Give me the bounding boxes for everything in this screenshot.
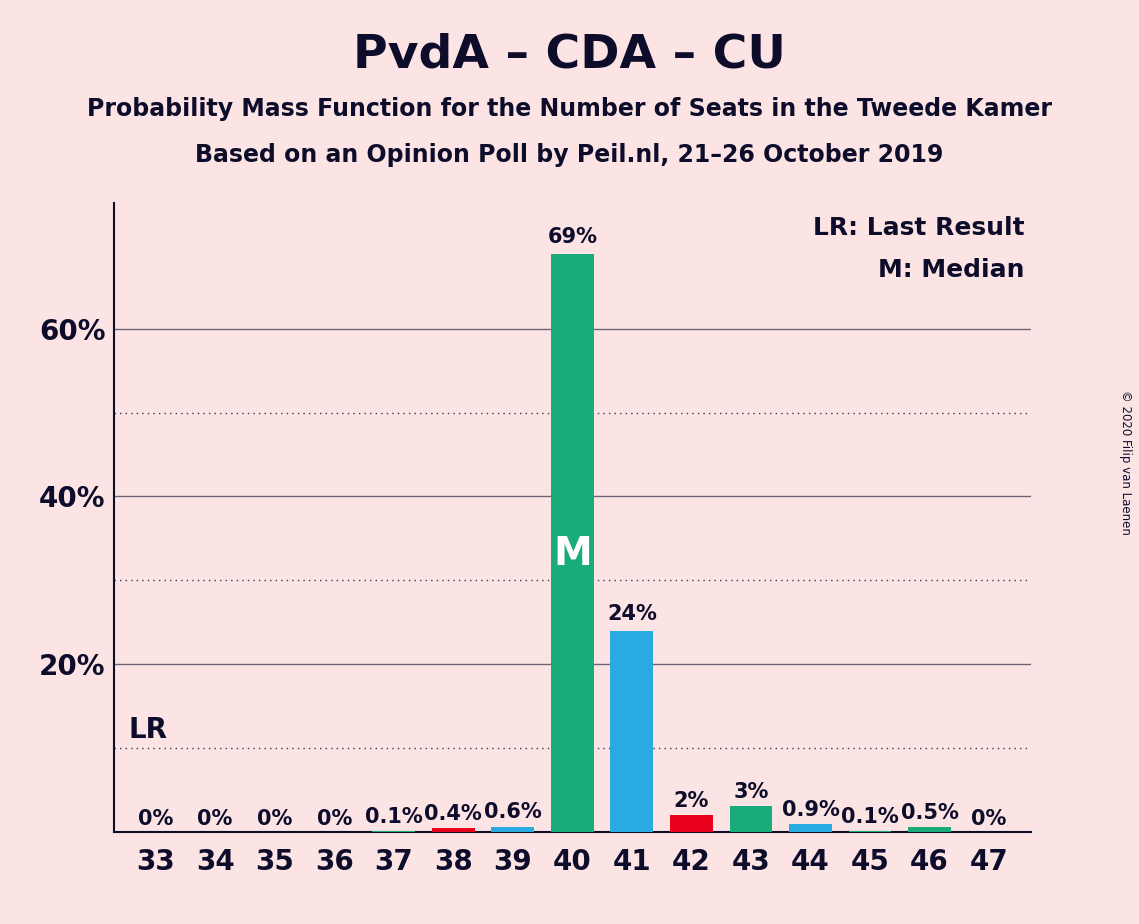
Text: LR: LR	[129, 716, 167, 745]
Bar	[491, 827, 534, 832]
Text: M: Median: M: Median	[878, 258, 1025, 282]
Bar	[551, 253, 593, 832]
Text: 2%: 2%	[674, 791, 710, 810]
Text: 0.4%: 0.4%	[425, 804, 482, 824]
Text: 0.1%: 0.1%	[842, 807, 899, 827]
Text: 0.5%: 0.5%	[901, 803, 959, 823]
Text: 0%: 0%	[197, 809, 232, 829]
Bar	[908, 827, 951, 832]
Text: 3%: 3%	[734, 783, 769, 802]
Text: 24%: 24%	[607, 604, 657, 624]
Text: 0%: 0%	[257, 809, 293, 829]
Text: 0%: 0%	[972, 809, 1007, 829]
Text: © 2020 Filip van Laenen: © 2020 Filip van Laenen	[1118, 390, 1132, 534]
Text: LR: Last Result: LR: Last Result	[813, 216, 1025, 240]
Text: Based on an Opinion Poll by Peil.nl, 21–26 October 2019: Based on an Opinion Poll by Peil.nl, 21–…	[195, 143, 944, 167]
Text: 0.9%: 0.9%	[781, 800, 839, 820]
Text: Probability Mass Function for the Number of Seats in the Tweede Kamer: Probability Mass Function for the Number…	[87, 97, 1052, 121]
Bar	[432, 828, 475, 832]
Bar	[611, 630, 654, 832]
Bar	[730, 807, 772, 832]
Text: M: M	[552, 535, 592, 573]
Bar	[670, 815, 713, 832]
Text: PvdA – CDA – CU: PvdA – CDA – CU	[353, 32, 786, 78]
Text: 0%: 0%	[317, 809, 352, 829]
Text: 0.6%: 0.6%	[484, 802, 542, 822]
Text: 69%: 69%	[548, 227, 597, 247]
Text: 0.1%: 0.1%	[364, 807, 423, 827]
Bar	[789, 824, 831, 832]
Text: 0%: 0%	[138, 809, 173, 829]
